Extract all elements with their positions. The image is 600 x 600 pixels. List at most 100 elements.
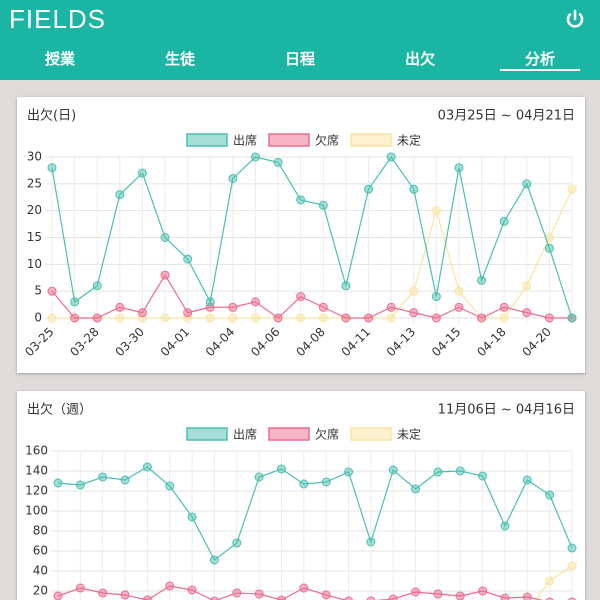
data-point (477, 275, 487, 285)
x-tick-label: 04-13 (384, 325, 419, 360)
data-point (522, 281, 532, 291)
x-tick-label: 04-01 (158, 325, 193, 360)
data-point (296, 313, 306, 323)
data-point (478, 586, 488, 596)
data-point (165, 581, 175, 591)
data-point (75, 480, 85, 490)
data-point (250, 152, 260, 162)
data-point (210, 596, 219, 600)
x-tick-label: 03-28 (67, 325, 102, 360)
data-point (433, 589, 443, 599)
data-point (47, 286, 57, 296)
data-point (205, 313, 215, 323)
data-point (411, 484, 421, 494)
y-tick-label: 60 (33, 544, 48, 558)
legend-swatch (186, 133, 228, 147)
data-point (388, 594, 398, 600)
nav-tab[interactable]: 授業 (44, 50, 75, 68)
data-point (567, 561, 577, 571)
data-point (296, 292, 306, 302)
x-tick-label: 04-06 (248, 325, 283, 360)
logout-button[interactable] (563, 8, 587, 32)
chart-title: 出欠（週） (27, 402, 92, 418)
legend-label: 出席 (233, 133, 257, 148)
legend-swatch (350, 133, 392, 147)
data-point (137, 168, 147, 178)
data-point (500, 521, 510, 531)
data-point (454, 302, 464, 312)
app-header: FIELDS 授業 生徒 日程 出欠 分析 (0, 0, 600, 80)
data-point (431, 292, 441, 302)
data-point (499, 216, 509, 226)
y-tick-label: 10 (27, 257, 42, 271)
y-tick-label: 160 (25, 444, 48, 458)
nav-tab[interactable]: 日程 (284, 50, 315, 68)
data-point (545, 490, 555, 500)
data-point (344, 467, 354, 477)
y-tick-label: 140 (25, 464, 48, 478)
data-point (232, 588, 242, 598)
date-range: 11月06日 ~ 04月16日 (438, 403, 575, 418)
data-point (273, 313, 283, 323)
date-range: 03月25日 ~ 04月21日 (438, 109, 575, 124)
nav-tab[interactable]: 生徒 (164, 50, 195, 68)
data-point (70, 313, 80, 323)
x-tick-label: 04-15 (429, 325, 464, 360)
series-line (52, 188, 573, 319)
x-tick-label: 04-20 (519, 325, 554, 360)
data-point (296, 195, 306, 205)
data-point (364, 184, 374, 194)
x-tick-label: 04-11 (339, 325, 374, 360)
data-point (567, 313, 577, 323)
data-point (544, 313, 554, 323)
data-point (499, 302, 509, 312)
data-point (209, 555, 219, 565)
data-point (142, 462, 152, 472)
data-point (409, 308, 419, 318)
y-tick-label: 0 (34, 311, 42, 325)
data-point (386, 313, 396, 323)
data-point (92, 281, 102, 291)
data-point (120, 590, 130, 600)
legend-label: 出席 (233, 427, 257, 442)
data-point (276, 464, 286, 474)
data-point (411, 587, 421, 597)
legend-label: 未定 (397, 133, 421, 148)
x-tick-label: 04-04 (203, 325, 238, 360)
data-point (183, 308, 193, 318)
data-point (228, 302, 238, 312)
data-point (254, 472, 264, 482)
data-point (364, 313, 374, 323)
data-point (92, 313, 102, 323)
data-point (499, 313, 509, 323)
data-point (544, 243, 554, 253)
data-point (98, 472, 108, 482)
data-point (318, 200, 328, 210)
data-point (455, 591, 465, 600)
data-point (205, 297, 215, 307)
data-point (53, 591, 63, 600)
x-tick-label: 03-30 (112, 325, 147, 360)
data-point (341, 313, 351, 323)
data-point (276, 595, 286, 600)
y-tick-label: 15 (27, 230, 42, 244)
nav-tab[interactable]: 分析 (500, 48, 580, 71)
data-point (341, 281, 351, 291)
data-point (386, 152, 396, 162)
series-line (51, 155, 573, 319)
data-point (299, 583, 309, 593)
app-title: FIELDS (9, 4, 107, 34)
series-line (57, 585, 544, 600)
data-point (115, 190, 125, 200)
nav-tab[interactable]: 出欠 (404, 50, 435, 68)
data-point (567, 184, 577, 194)
data-point (522, 179, 532, 189)
data-point (366, 596, 376, 600)
legend-swatch (350, 427, 392, 441)
data-point (183, 254, 193, 264)
data-point (254, 589, 264, 599)
data-point (115, 313, 125, 323)
data-point (47, 313, 57, 323)
tab-bar: 授業 生徒 日程 出欠 分析 (0, 48, 600, 74)
